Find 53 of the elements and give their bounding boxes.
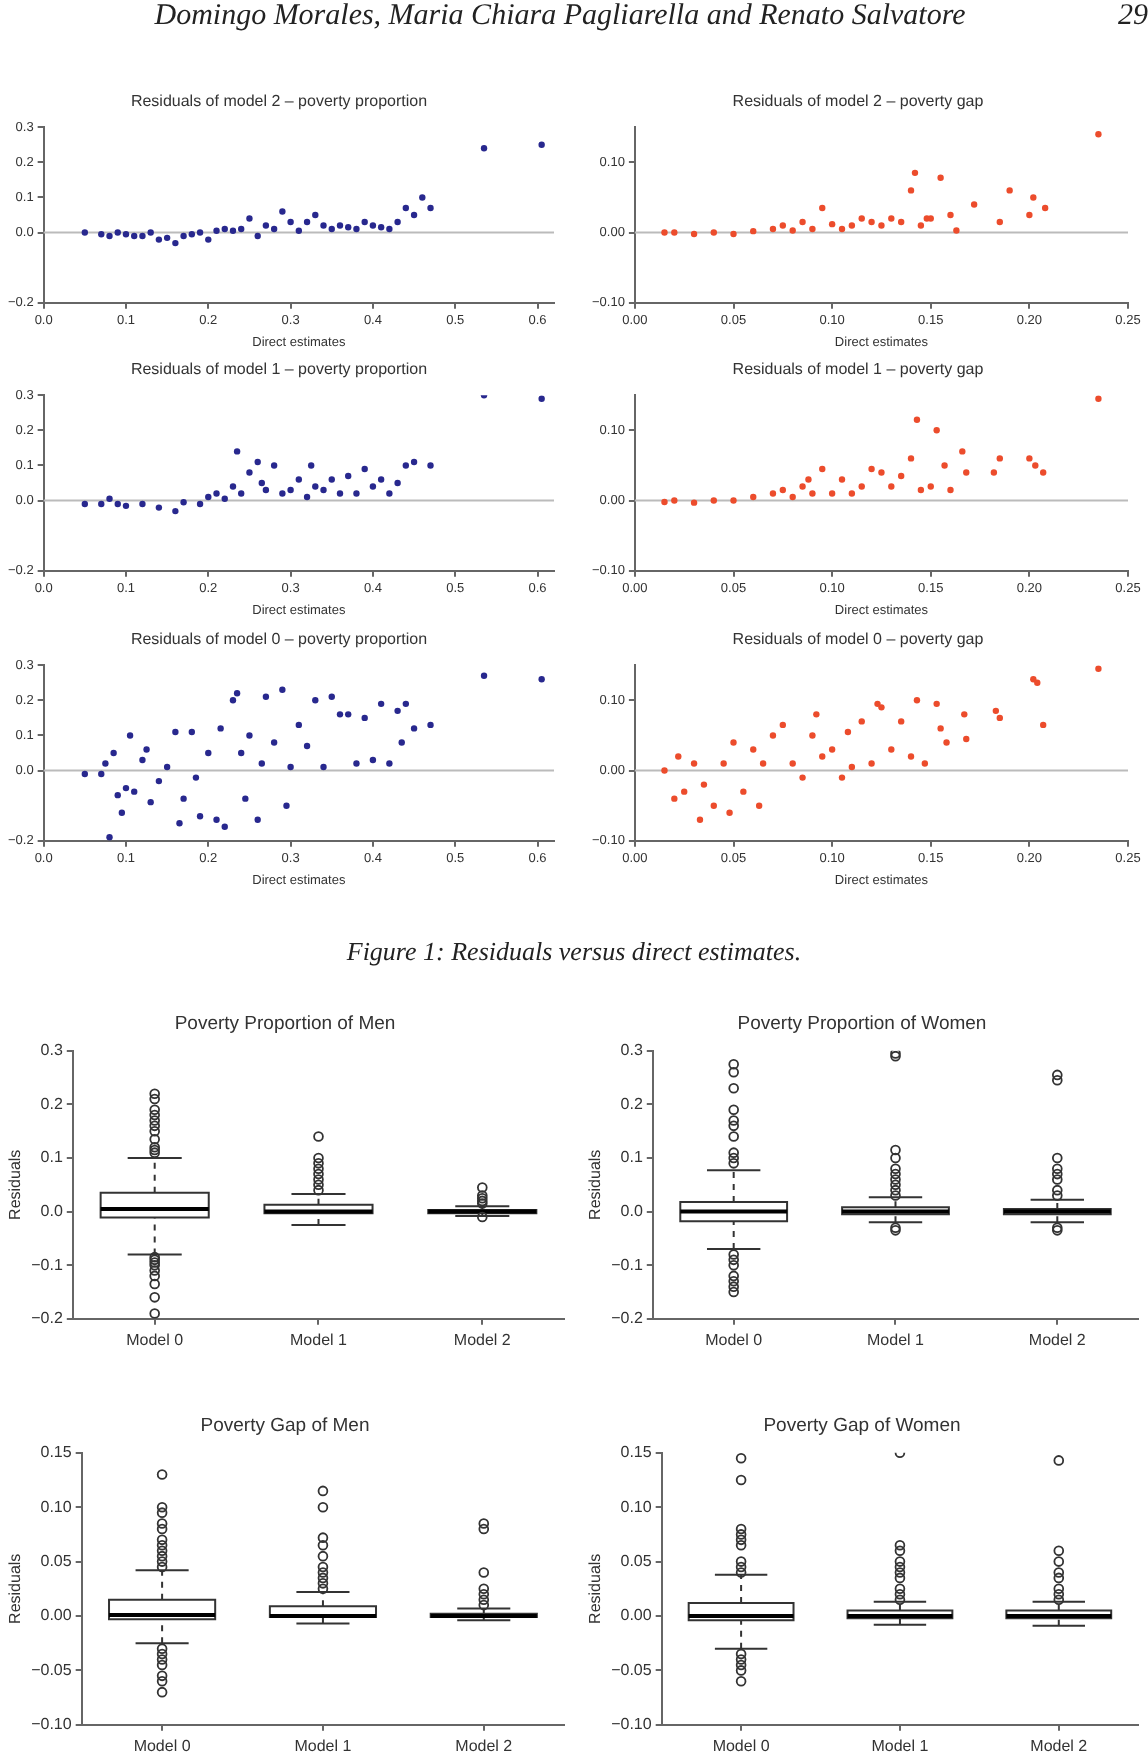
chart-title: Residuals of model 0 – poverty proportion bbox=[130, 630, 428, 649]
y-tick-label: 0.00 bbox=[40, 1606, 73, 1625]
x-tick-label: Model 1 bbox=[294, 1736, 353, 1755]
chart-title: Residuals of model 2 – poverty proportion bbox=[130, 92, 428, 111]
y-tick-label: 0.05 bbox=[40, 1552, 73, 1571]
y-axis-title: Residuals bbox=[586, 1149, 605, 1220]
y-tick-label: 0.2 bbox=[620, 1094, 644, 1113]
y-tick-label: 0.1 bbox=[40, 1148, 64, 1167]
chart-title: Poverty Proportion of Women bbox=[737, 1012, 987, 1035]
text: 29 bbox=[1116, 0, 1148, 34]
caption: Figure 1: Residuals versus direct estimates. bbox=[344, 936, 804, 968]
y-tick-label: 0.05 bbox=[620, 1552, 653, 1571]
y-tick-label: 0.15 bbox=[620, 1443, 653, 1462]
x-tick-label: Model 0 bbox=[705, 1330, 764, 1349]
x-tick-label: Model 0 bbox=[712, 1736, 771, 1755]
y-tick-label: 0.1 bbox=[620, 1148, 644, 1167]
chart-title: Poverty Proportion of Men bbox=[174, 1012, 396, 1035]
x-tick-label: Model 1 bbox=[867, 1330, 926, 1349]
y-tick-label: 0.3 bbox=[620, 1041, 644, 1060]
y-tick-label: 0.00 bbox=[620, 1606, 653, 1625]
chart-title: Residuals of model 2 – poverty gap bbox=[732, 92, 985, 111]
y-tick-label: −0.10 bbox=[31, 1715, 73, 1734]
x-tick-label: Model 1 bbox=[290, 1330, 349, 1349]
y-axis-title: Residuals bbox=[6, 1553, 25, 1624]
y-axis-title: Residuals bbox=[586, 1553, 605, 1624]
y-tick-label: −0.05 bbox=[31, 1660, 73, 1679]
y-tick-label: −0.1 bbox=[31, 1255, 64, 1274]
y-tick-label: −0.2 bbox=[31, 1309, 64, 1328]
y-tick-label: 0.3 bbox=[40, 1041, 64, 1060]
x-tick-label: Model 1 bbox=[871, 1736, 930, 1755]
x-tick-label: Model 2 bbox=[1030, 1736, 1089, 1755]
chart-title: Residuals of model 1 – poverty gap bbox=[732, 360, 985, 379]
y-tick-label: −0.2 bbox=[611, 1309, 644, 1328]
x-tick-label: Model 0 bbox=[126, 1330, 185, 1349]
y-axis-title: Residuals bbox=[6, 1149, 25, 1220]
y-tick-label: 0.2 bbox=[40, 1094, 64, 1113]
chart-title: Residuals of model 0 – poverty gap bbox=[732, 630, 985, 649]
x-tick-label: Model 2 bbox=[1028, 1330, 1087, 1349]
x-tick-label: Model 2 bbox=[453, 1330, 512, 1349]
chart-title: Poverty Gap of Men bbox=[200, 1414, 370, 1437]
y-tick-label: 0.0 bbox=[620, 1202, 644, 1221]
y-tick-label: −0.05 bbox=[611, 1660, 653, 1679]
x-tick-label: Model 0 bbox=[133, 1736, 192, 1755]
y-tick-label: 0.10 bbox=[40, 1497, 73, 1516]
y-tick-label: −0.10 bbox=[611, 1715, 653, 1734]
chart-title: Residuals of model 1 – poverty proportion bbox=[130, 360, 428, 379]
y-tick-label: 0.0 bbox=[40, 1202, 64, 1221]
y-tick-label: −0.1 bbox=[611, 1255, 644, 1274]
y-tick-label: 0.15 bbox=[40, 1443, 73, 1462]
y-tick-label: 0.10 bbox=[620, 1497, 653, 1516]
x-tick-label: Model 2 bbox=[455, 1736, 514, 1755]
chart-title: Poverty Gap of Women bbox=[763, 1414, 961, 1437]
text: Domingo Morales, Maria Chiara Pagliarella and Renato Salvatore bbox=[152, 0, 968, 34]
